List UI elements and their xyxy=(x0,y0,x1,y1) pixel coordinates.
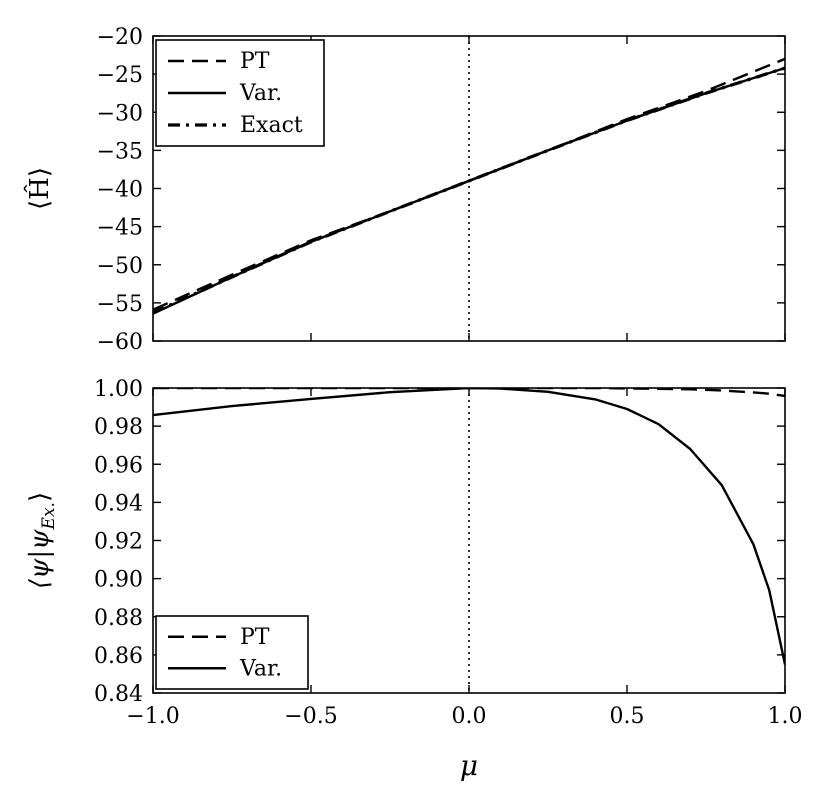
y-tick-label: −20 xyxy=(97,25,143,50)
y-tick-label: −35 xyxy=(97,139,143,164)
x-tick-label: −1.0 xyxy=(126,704,179,729)
legend-label: Var. xyxy=(239,81,282,106)
y-tick-label: 1.00 xyxy=(94,377,143,402)
y-tick-label: −25 xyxy=(97,63,143,88)
overlap-panel: −1.0 −0.5 0.0 0.5 1.0 0.84 0.86 0.88 0.90 0.92 0.9… xyxy=(25,377,803,782)
x-axis-title: μ xyxy=(460,749,478,782)
legend-label: Var. xyxy=(239,656,282,681)
y-tick-label: −40 xyxy=(97,178,143,203)
y-tick-label: 0.96 xyxy=(94,453,143,478)
y-tick-label: 0.86 xyxy=(94,644,143,669)
y-tick-label: 0.98 xyxy=(94,415,143,440)
series-line-exact xyxy=(153,66,785,315)
legend-box xyxy=(155,615,309,690)
y-tick-label: 0.88 xyxy=(94,606,143,631)
y-tick-label: 0.94 xyxy=(94,491,143,516)
x-tick-label: 1.0 xyxy=(768,704,803,729)
y-tick-label: −60 xyxy=(97,330,143,355)
y-axis-title: ⟨Ĥ⟩ xyxy=(23,167,55,210)
series-line-var xyxy=(153,388,785,665)
energy-panel: −60 −55 −50 −45 −40 −35 −30 −25 −20 ⟨Ĥ⟩ PT Var. Exac… xyxy=(23,25,786,355)
x-tick-label: 0.0 xyxy=(452,704,487,729)
y-axis-title: ⟨ψ|ψEx.⟩ xyxy=(25,492,59,589)
y-tick-label: −55 xyxy=(97,292,143,317)
y-tick-label: −50 xyxy=(97,254,143,279)
x-tick-label: −0.5 xyxy=(284,704,337,729)
legend-label: PT xyxy=(240,625,270,650)
y-tick-label: 0.84 xyxy=(94,682,143,707)
y-tick-label: −45 xyxy=(97,216,143,241)
legend-label: PT xyxy=(240,49,270,74)
legend-label: Exact xyxy=(240,113,303,138)
x-tick-label: 0.5 xyxy=(610,704,645,729)
y-tick-label: −30 xyxy=(97,101,143,126)
series-line-pt xyxy=(153,388,785,398)
y-tick-label: 0.90 xyxy=(94,568,143,593)
y-tick-label: 0.92 xyxy=(94,530,143,555)
